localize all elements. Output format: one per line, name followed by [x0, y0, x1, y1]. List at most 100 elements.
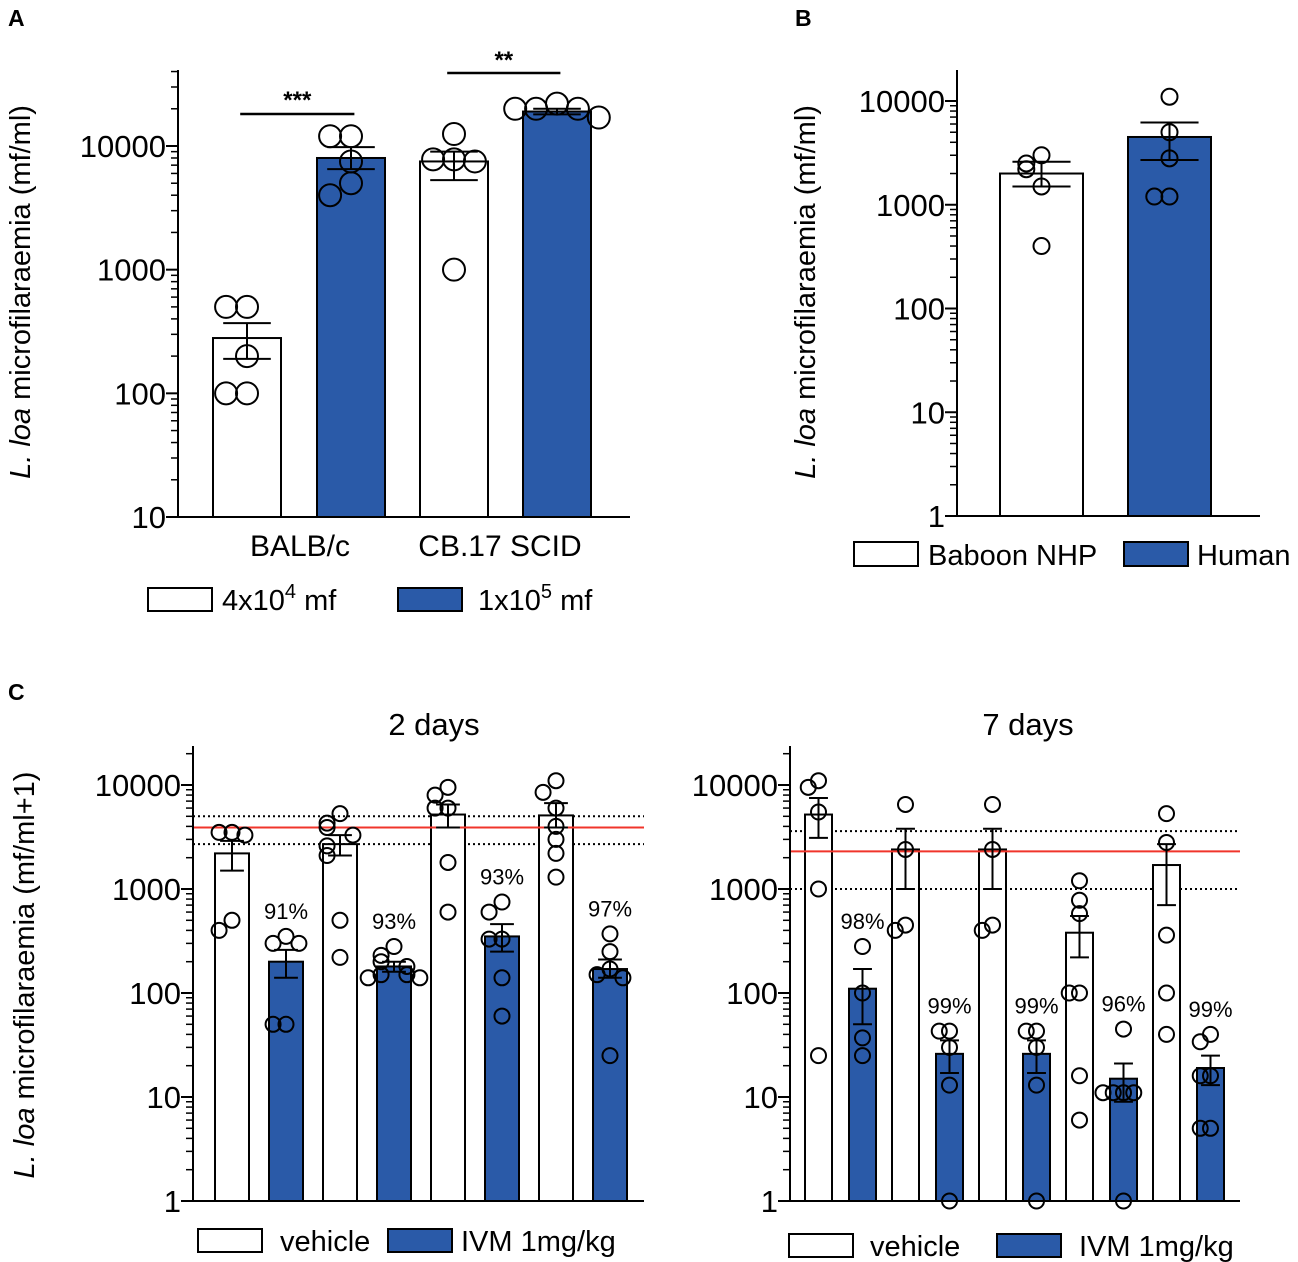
legend-label-base: vehicle	[280, 1226, 370, 1258]
panel-b: B L. loa microfilaraemia (mf/ml) 1 10 100 100…	[790, 5, 1291, 572]
y-tick-label: 100	[893, 292, 945, 327]
data-point	[547, 772, 565, 790]
y-axis-label-rest: microfilaraemia (mf/ml)	[5, 105, 37, 408]
bar	[419, 160, 489, 519]
bar	[322, 843, 358, 1202]
legend-label: IVM 1mg/kg	[1079, 1231, 1234, 1262]
bar	[804, 813, 833, 1202]
y-tick-label: 10000	[859, 84, 945, 119]
data-point	[984, 795, 1001, 813]
data-point	[1191, 1119, 1209, 1137]
y-tick-label: 10000	[80, 129, 166, 164]
data-point	[235, 381, 259, 406]
data-point	[941, 1022, 958, 1040]
data-point	[421, 147, 446, 172]
data-point	[264, 934, 282, 952]
y-tick-label: 1	[928, 499, 945, 534]
bar	[1196, 1067, 1225, 1203]
data-point	[1060, 984, 1078, 1002]
data-point	[214, 294, 239, 319]
bar	[1127, 135, 1212, 518]
y-axis-label-italic: L. loa	[790, 408, 822, 479]
data-point	[210, 921, 228, 939]
data-point	[480, 903, 498, 921]
y-axis-label-rest: microfilaraemia (mf/ml)	[790, 105, 822, 408]
data-point	[318, 183, 343, 208]
data-point	[277, 927, 295, 945]
data-point	[810, 880, 827, 898]
data-point	[223, 911, 241, 929]
data-point	[854, 1047, 871, 1065]
significance-label: ***	[283, 87, 312, 114]
y-tick-label: 10	[744, 1080, 778, 1115]
reduction-label: 93%	[480, 864, 524, 889]
panel-letter: C	[8, 679, 25, 705]
data-point	[439, 853, 457, 871]
data-point	[1071, 891, 1088, 909]
legend-label: 4x104 mf	[222, 581, 337, 617]
y-tick-label: 1000	[876, 188, 945, 223]
data-point	[318, 837, 336, 855]
y-tick-label: 100	[726, 976, 778, 1011]
data-point	[462, 149, 487, 174]
data-point	[897, 916, 914, 934]
data-point	[1115, 1020, 1132, 1038]
panel-title: 7 days	[982, 707, 1073, 742]
data-point	[493, 969, 511, 987]
legend-swatch-white	[197, 1228, 263, 1253]
legend-swatch-blue	[1123, 541, 1189, 567]
data-point	[339, 171, 363, 196]
data-point	[1158, 1025, 1175, 1043]
bar	[1065, 931, 1094, 1202]
data-point	[1104, 1084, 1122, 1102]
data-point	[385, 937, 403, 955]
legend: Baboon NHP Human	[853, 540, 1291, 572]
data-point	[1071, 872, 1088, 890]
data-point	[1071, 1111, 1088, 1129]
data-point	[331, 805, 349, 823]
data-point	[398, 966, 416, 984]
data-point	[214, 381, 239, 406]
data-point	[1017, 1022, 1035, 1040]
data-point	[547, 868, 565, 886]
legend-label-base: 4x10	[222, 585, 285, 617]
data-point	[534, 783, 552, 801]
legend-label-tail: mf	[552, 585, 593, 617]
data-point	[973, 921, 991, 939]
data-point	[886, 921, 904, 939]
data-point	[1028, 1076, 1045, 1094]
legend-label-base: 1x10	[478, 585, 541, 617]
data-point	[799, 778, 817, 796]
y-tick-label: 10000	[95, 768, 181, 803]
legend-label: IVM 1mg/kg	[461, 1226, 616, 1258]
data-point	[547, 844, 565, 862]
data-point	[1125, 1084, 1143, 1102]
data-point	[1028, 1022, 1045, 1040]
legend-label-superscript: 5	[541, 581, 552, 603]
data-point	[480, 930, 498, 948]
reduction-label: 97%	[588, 896, 632, 921]
data-point	[318, 124, 343, 149]
panel-letter: A	[8, 5, 25, 31]
data-point	[439, 778, 457, 796]
legend-swatch-white	[147, 587, 213, 612]
bar	[978, 848, 1007, 1202]
bar	[430, 813, 466, 1202]
legend-label: Baboon NHP	[928, 540, 1097, 572]
significance-label: **	[494, 47, 513, 74]
data-point	[897, 795, 914, 813]
legend-swatch-white	[853, 541, 919, 567]
y-axis-label-italic: L. loa	[9, 1108, 41, 1179]
data-point	[318, 819, 336, 837]
legend-label-superscript: 4	[285, 581, 296, 603]
legend-label: 1x105 mf	[478, 581, 593, 617]
data-point	[339, 124, 363, 149]
bar	[484, 935, 520, 1202]
y-axis-label: L. loa microfilaraemia (mf/ml+1)	[9, 772, 41, 1179]
x-category-label: CB.17 SCID	[418, 530, 581, 563]
legend-label-tail: mf	[296, 585, 337, 617]
y-tick-label: 10	[132, 500, 166, 535]
data-point	[1160, 87, 1179, 106]
bar	[999, 172, 1084, 518]
